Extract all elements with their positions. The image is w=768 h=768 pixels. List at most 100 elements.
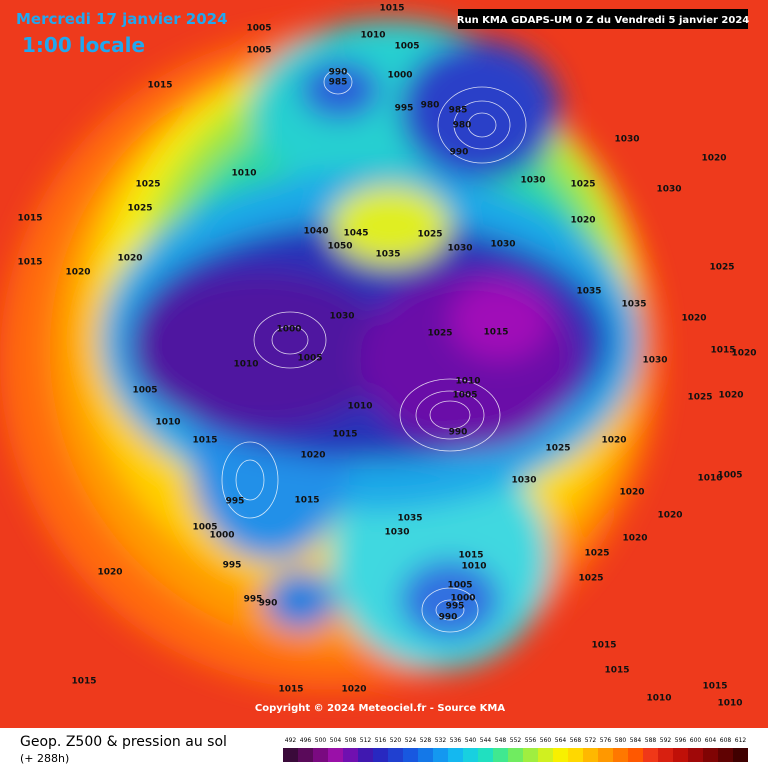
pressure-label: 1020: [65, 268, 90, 278]
scale-label: 516: [375, 737, 387, 744]
pressure-label: 980: [421, 101, 440, 111]
scale-swatch: [358, 748, 373, 762]
scale-label: 564: [555, 737, 567, 744]
scale-swatch: [313, 748, 328, 762]
pressure-label: 1015: [71, 677, 96, 687]
scale-label: 572: [585, 737, 597, 744]
pressure-label: 1020: [341, 685, 366, 695]
product-title: Geop. Z500 & pression au sol: [20, 734, 227, 750]
scale-label: 540: [465, 737, 477, 744]
scale-label: 504: [330, 737, 342, 744]
pressure-label: 1015: [17, 214, 42, 224]
pressure-label: 1020: [681, 314, 706, 324]
pressure-label: 1030: [656, 185, 681, 195]
color-scale: 492 496 500 504 508 512 516 520 524 528 532 536 540 5…: [283, 737, 748, 762]
scale-swatch: [328, 748, 343, 762]
pressure-label: 1015: [192, 436, 217, 446]
pressure-label: 1035: [576, 287, 601, 297]
pressure-label: 1000: [450, 594, 475, 604]
pressure-label: 985: [449, 106, 468, 116]
pressure-label: 1015: [702, 682, 727, 692]
pressure-label: 1030: [384, 528, 409, 538]
scale-label: 512: [360, 737, 372, 744]
pressure-label: 985: [329, 78, 348, 88]
pressure-label: 1015: [710, 346, 735, 356]
scale-swatch: [418, 748, 433, 762]
pressure-label: 1015: [458, 551, 483, 561]
scale-label: 524: [405, 737, 417, 744]
pressure-label: 980: [453, 121, 472, 131]
scale-label: 604: [705, 737, 717, 744]
scale-swatch: [403, 748, 418, 762]
scale-label: 596: [675, 737, 687, 744]
pressure-label: 1030: [520, 176, 545, 186]
scale-label: 612: [735, 737, 747, 744]
pressure-label: 1005: [447, 581, 472, 591]
pressure-label: 1015: [604, 666, 629, 676]
pressure-label: 1025: [570, 180, 595, 190]
scale-swatch: [718, 748, 733, 762]
pressure-label: 1020: [117, 254, 142, 264]
pressure-label: 1025: [687, 393, 712, 403]
scale-swatch: [658, 748, 673, 762]
pressure-label: 1025: [427, 329, 452, 339]
pressure-label: 1010: [233, 360, 258, 370]
pressure-label: 1015: [483, 328, 508, 338]
pressure-label: 990: [259, 599, 278, 609]
scale-label: 588: [645, 737, 657, 744]
pressure-label: 1020: [300, 451, 325, 461]
pressure-label: 1015: [332, 430, 357, 440]
pressure-label: 1025: [709, 263, 734, 273]
scale-label: 592: [660, 737, 672, 744]
pressure-label: 1035: [397, 514, 422, 524]
pressure-label: 995: [226, 497, 245, 507]
pressure-label: 1015: [294, 496, 319, 506]
pressure-label: 1015: [278, 685, 303, 695]
pressure-label: 1025: [135, 180, 160, 190]
pressure-label: 1005: [394, 42, 419, 52]
pressure-label: 1015: [147, 81, 172, 91]
scale-swatch: [538, 748, 553, 762]
scale-label: 560: [540, 737, 552, 744]
pressure-label: 990: [329, 68, 348, 78]
scale-label: 600: [690, 737, 702, 744]
scale-swatch: [583, 748, 598, 762]
scale-label: 568: [570, 737, 582, 744]
scale-swatch: [448, 748, 463, 762]
scale-swatch: [553, 748, 568, 762]
scale-swatch: [343, 748, 358, 762]
pressure-label: 995: [223, 561, 242, 571]
scale-label: 544: [480, 737, 492, 744]
scale-label: 552: [510, 737, 522, 744]
pressure-label: 1010: [697, 474, 722, 484]
scale-swatch: [628, 748, 643, 762]
scale-swatch: [643, 748, 658, 762]
pressure-label: 1030: [490, 240, 515, 250]
pressure-label: 1005: [246, 24, 271, 34]
pressure-label: 1025: [545, 444, 570, 454]
pressure-label: 1020: [622, 534, 647, 544]
pressure-label: 1035: [375, 250, 400, 260]
pressure-label: 1005: [297, 354, 322, 364]
pressure-label: 1000: [276, 325, 301, 335]
pressure-label: 1025: [584, 549, 609, 559]
pressure-label: 1020: [619, 488, 644, 498]
scale-swatch: [598, 748, 613, 762]
pressure-label: 1010: [155, 418, 180, 428]
scale-label: 584: [630, 737, 642, 744]
pressure-label: 1050: [327, 242, 352, 252]
run-info: Run KMA GDAPS-UM 0 Z du Vendredi 5 janvi…: [457, 15, 750, 26]
pressure-label: 1030: [447, 244, 472, 254]
scale-label: 496: [300, 737, 312, 744]
scale-label: 492: [285, 737, 297, 744]
pressure-label: 1020: [570, 216, 595, 226]
pressure-label: 1025: [578, 574, 603, 584]
scale-swatch: [478, 748, 493, 762]
pressure-label: 1020: [718, 391, 743, 401]
copyright: Copyright © 2024 Meteociel.fr - Source K…: [255, 703, 506, 714]
scale-label: 500: [315, 737, 327, 744]
pressure-label: 1000: [209, 531, 234, 541]
scale-swatch: [493, 748, 508, 762]
